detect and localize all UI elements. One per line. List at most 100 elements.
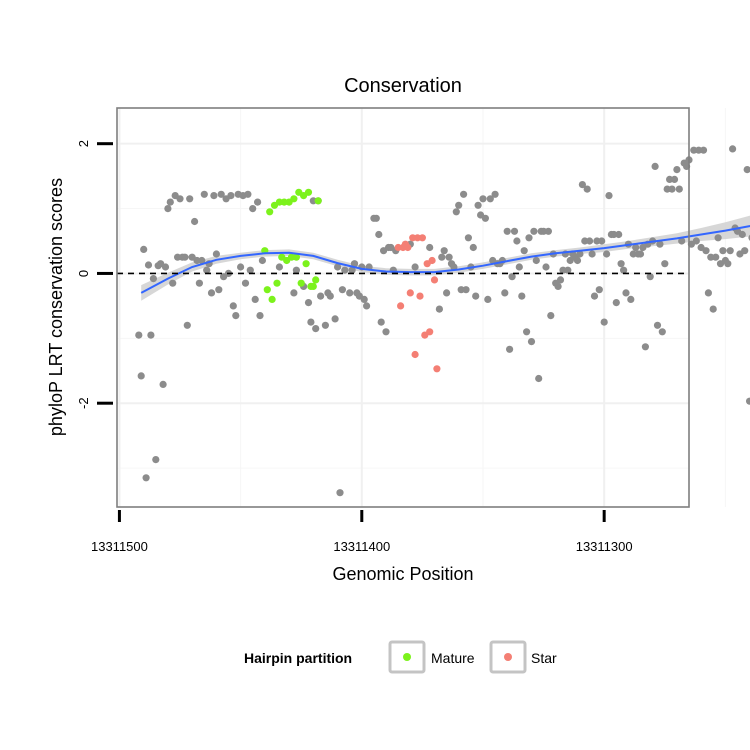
data-point-other <box>166 198 174 206</box>
data-point-other <box>573 256 582 265</box>
data-point-other <box>653 321 662 329</box>
data-point-other <box>244 190 252 198</box>
data-point-other <box>377 318 385 326</box>
data-point-other <box>210 192 218 200</box>
data-point-other <box>600 318 608 326</box>
data-point-other <box>508 273 516 281</box>
data-point-other <box>164 205 172 213</box>
data-point-mature <box>263 286 271 294</box>
data-point-other <box>360 295 368 303</box>
data-point-other <box>198 256 206 265</box>
data-point-other <box>246 266 254 274</box>
data-point-other <box>144 261 153 269</box>
data-point-other <box>363 302 371 310</box>
data-point-other <box>140 245 148 253</box>
data-point-other <box>501 289 509 297</box>
data-point-other <box>229 302 237 310</box>
data-point-other <box>675 185 683 193</box>
data-point-other <box>334 263 342 271</box>
data-point-star <box>426 328 434 336</box>
legend: Hairpin partition Mature Star <box>244 640 557 674</box>
data-point-star <box>430 276 439 284</box>
data-point-other <box>181 253 189 261</box>
data-point-mature <box>309 282 317 290</box>
data-point-other <box>738 230 746 239</box>
y-tick-label: 0 <box>76 270 91 277</box>
data-point-other <box>586 237 594 245</box>
data-point-star <box>406 289 414 297</box>
data-point-other <box>692 237 700 245</box>
data-point-other <box>479 195 487 203</box>
data-point-other <box>709 305 717 313</box>
y-tick-label: -2 <box>76 397 91 409</box>
data-point-other <box>452 208 460 216</box>
data-point-mature <box>304 188 313 196</box>
chart-title: Conservation <box>344 75 462 97</box>
plot-border <box>116 107 690 508</box>
data-point-other <box>372 214 380 222</box>
data-point-other <box>554 282 562 290</box>
data-point-other <box>455 201 463 209</box>
x-tick-label: 13311400 <box>333 539 390 554</box>
data-point-other <box>491 190 499 198</box>
data-point-other <box>527 338 536 346</box>
data-point-other <box>237 263 245 271</box>
legend-label-mature: Mature <box>431 650 475 666</box>
data-point-other <box>341 266 349 274</box>
data-point-other <box>256 312 264 320</box>
data-point-other <box>668 185 676 193</box>
data-point-other <box>632 243 640 252</box>
data-point-other <box>212 250 220 258</box>
data-point-other <box>207 289 216 297</box>
data-point-other <box>232 312 240 320</box>
legend-swatch-mature <box>403 653 411 661</box>
data-point-other <box>438 253 446 261</box>
data-point-mature <box>297 279 305 287</box>
legend-title: Hairpin partition <box>244 650 352 666</box>
data-point-other <box>590 292 599 300</box>
data-point-other <box>518 292 526 300</box>
data-point-other <box>542 263 550 271</box>
data-point-other <box>481 214 489 222</box>
data-point-other <box>544 227 553 235</box>
data-point-other <box>474 201 482 209</box>
data-point-other <box>719 247 727 255</box>
data-point-other <box>523 328 531 336</box>
data-point-other <box>520 247 528 255</box>
data-point-other <box>375 230 383 239</box>
data-points <box>135 145 750 497</box>
data-point-other <box>462 286 470 294</box>
data-point-other <box>326 292 334 300</box>
data-point-other <box>292 266 300 274</box>
data-point-other <box>217 190 225 198</box>
data-point-star <box>411 350 419 359</box>
data-point-other <box>714 234 722 242</box>
data-point-other <box>615 230 623 239</box>
data-point-other <box>183 321 191 329</box>
data-point-other <box>506 345 514 353</box>
data-point-other <box>670 175 679 183</box>
data-point-other <box>658 328 666 336</box>
data-point-other <box>612 299 620 307</box>
data-point-other <box>678 237 686 245</box>
smooth-line <box>140 225 750 294</box>
data-point-other <box>460 190 468 198</box>
data-point-other <box>195 279 203 287</box>
data-point-mature <box>273 279 281 287</box>
data-point-other <box>251 295 259 303</box>
data-point-other <box>411 263 419 271</box>
data-point-other <box>331 315 339 323</box>
data-point-other <box>249 205 257 213</box>
data-point-other <box>350 260 359 268</box>
data-point-other <box>578 181 587 189</box>
data-point-other <box>346 289 354 297</box>
data-point-other <box>200 190 208 198</box>
data-point-other <box>605 192 613 200</box>
data-point-mature <box>312 276 320 284</box>
data-point-other <box>636 250 645 258</box>
data-point-other <box>161 263 170 271</box>
data-point-other <box>598 237 606 245</box>
data-point-mature <box>302 260 310 268</box>
data-point-other <box>254 198 262 206</box>
data-point-other <box>227 192 235 200</box>
